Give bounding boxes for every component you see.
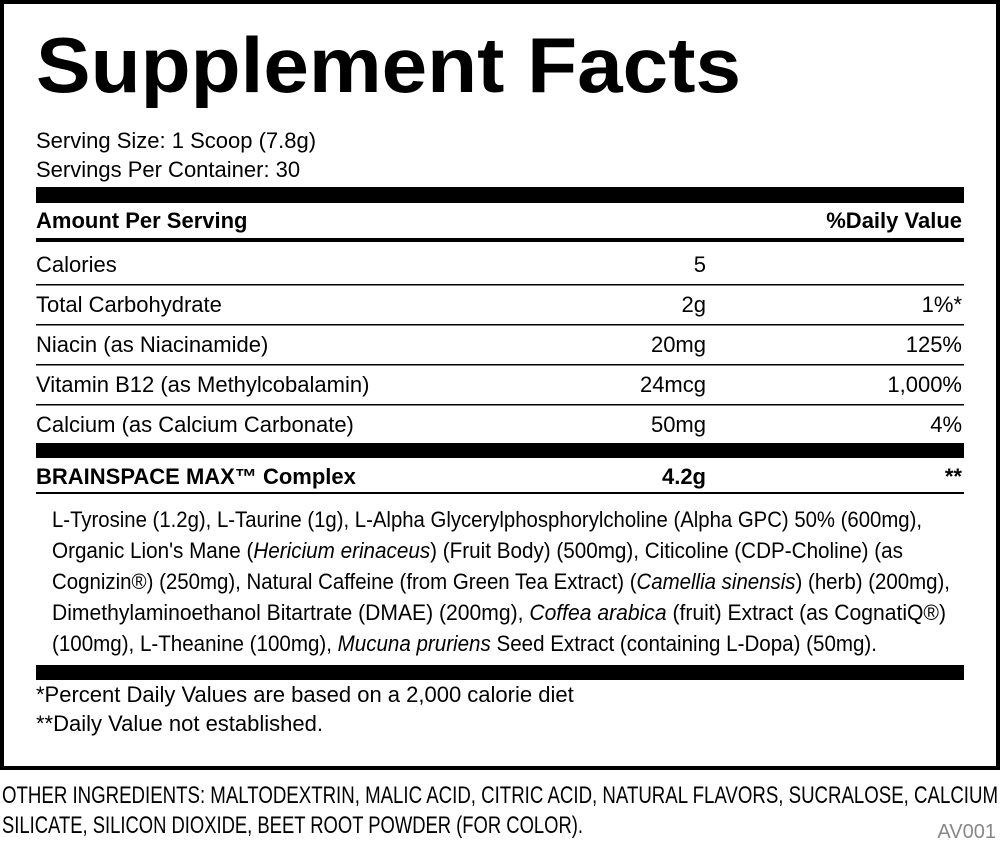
serving-size: Serving Size: 1 Scoop (7.8g)	[36, 128, 316, 153]
ingredient-text: Mucuna pruriens	[338, 631, 491, 656]
footnote: **Daily Value not established.	[36, 711, 323, 736]
row-rule	[36, 324, 964, 326]
complex-dv: **	[945, 464, 963, 489]
ingredient-line: Cognizin®) (250mg), Natural Caffeine (fr…	[52, 569, 950, 594]
nutrient-name: Calories	[36, 252, 117, 277]
ingredient-text: Hericium erinaceus	[253, 538, 430, 563]
servings-per-container: Servings Per Container: 30	[36, 157, 300, 182]
amount-header: Amount Per Serving	[36, 208, 247, 233]
nutrient-name: Total Carbohydrate	[36, 292, 222, 317]
nutrient-name: Niacin (as Niacinamide)	[36, 332, 268, 357]
nutrient-name: Calcium (as Calcium Carbonate)	[36, 412, 354, 437]
label-border	[0, 0, 1000, 770]
nutrient-amount: 2g	[682, 292, 706, 317]
row-rule	[36, 284, 964, 286]
ingredient-line: (100mg), L-Theanine (100mg), Mucuna prur…	[52, 631, 877, 656]
ingredient-text: Dimethylaminoethanol Bitartrate (DMAE) (…	[52, 600, 529, 625]
dv-header: %Daily Value	[826, 208, 962, 233]
nutrient-amount: 20mg	[651, 332, 706, 357]
other-ingredients: SILICATE, SILICON DIOXIDE, BEET ROOT POW…	[2, 812, 583, 839]
ingredient-text: Organic Lion's Mane (	[52, 538, 254, 563]
nutrient-amount: 50mg	[651, 412, 706, 437]
code: AV001	[937, 821, 996, 843]
nutrient-dv: 1%*	[922, 292, 963, 317]
ingredient-line: Dimethylaminoethanol Bitartrate (DMAE) (…	[52, 600, 946, 625]
footnote: *Percent Daily Values are based on a 2,0…	[36, 682, 574, 707]
row-rule	[36, 364, 964, 366]
other-ingredients: OTHER INGREDIENTS: MALTODEXTRIN, MALIC A…	[2, 782, 998, 809]
nutrient-dv: 4%	[930, 412, 962, 437]
thick-rule	[36, 187, 964, 203]
complex-name: BRAINSPACE MAX™ Complex	[36, 464, 357, 489]
thick-rule	[36, 665, 964, 680]
complex-amount: 4.2g	[662, 464, 706, 489]
thick-rule	[36, 443, 964, 458]
ingredient-text: ) (herb) (200mg),	[796, 569, 950, 594]
nutrient-dv: 1,000%	[887, 372, 962, 397]
nutrient-amount: 5	[694, 252, 706, 277]
ingredient-text: Seed Extract (containing L-Dopa) (50mg).	[491, 631, 877, 656]
ingredient-text: L-Tyrosine (1.2g), L-Taurine (1g), L-Alp…	[52, 507, 922, 532]
title: Supplement Facts	[36, 21, 741, 109]
ingredient-text: Camellia sinensis	[637, 569, 796, 594]
ingredient-text: Cognizin®) (250mg), Natural Caffeine (fr…	[52, 569, 637, 594]
rule	[36, 238, 964, 242]
ingredient-text: Coffea arabica	[529, 600, 666, 625]
nutrient-name: Vitamin B12 (as Methylcobalamin)	[36, 372, 369, 397]
ingredient-text: ) (Fruit Body) (500mg), Citicoline (CDP-…	[430, 538, 903, 563]
ingredient-text: (fruit) Extract (as CognatiQ®)	[667, 600, 946, 625]
ingredient-line: Organic Lion's Mane (Hericium erinaceus)…	[52, 538, 903, 563]
nutrient-dv: 125%	[906, 332, 962, 357]
rule	[36, 492, 964, 494]
ingredient-text: (100mg), L-Theanine (100mg),	[52, 631, 338, 656]
ingredient-line: L-Tyrosine (1.2g), L-Taurine (1g), L-Alp…	[52, 507, 922, 532]
nutrient-amount: 24mcg	[640, 372, 706, 397]
row-rule	[36, 404, 964, 406]
